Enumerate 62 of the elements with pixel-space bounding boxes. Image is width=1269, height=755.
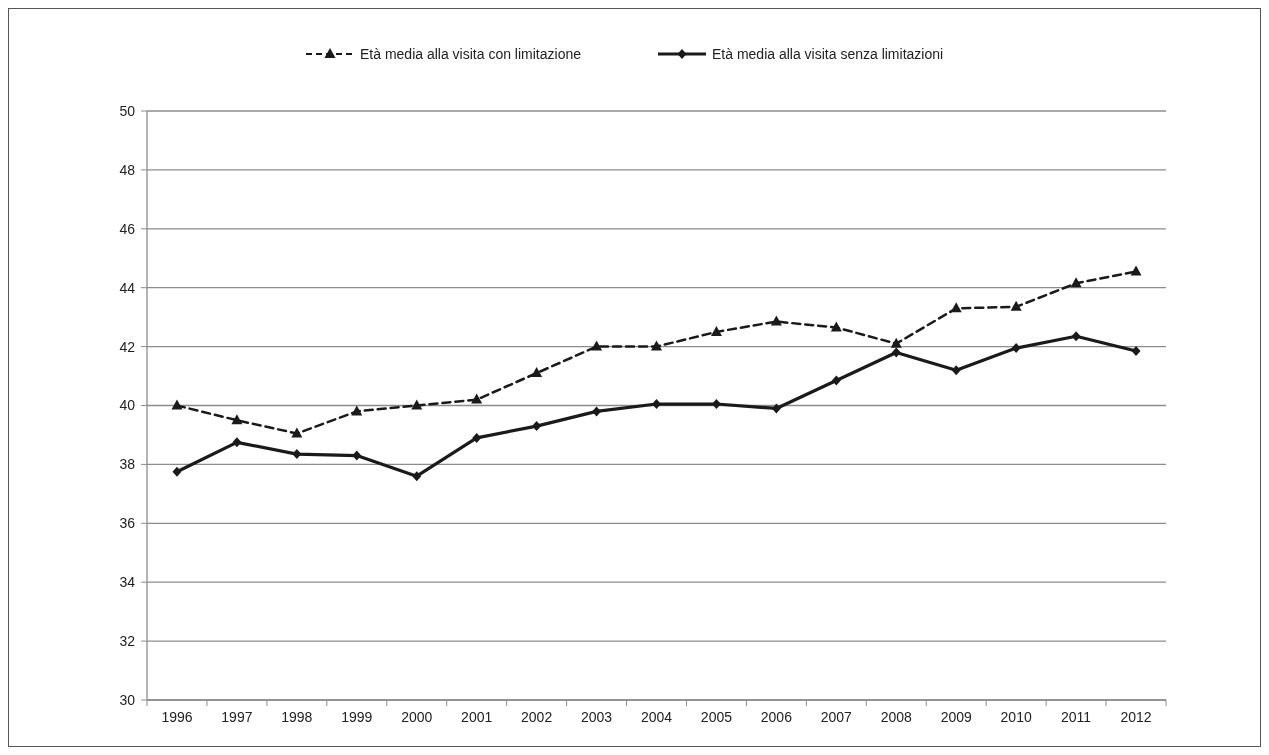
y-tick-label: 38 bbox=[119, 456, 136, 473]
point bbox=[232, 437, 242, 448]
point bbox=[592, 406, 602, 417]
point bbox=[1071, 331, 1081, 342]
point bbox=[412, 471, 422, 482]
x-tick-label: 1998 bbox=[281, 709, 313, 725]
point bbox=[471, 393, 483, 404]
y-tick-label: 40 bbox=[119, 397, 136, 414]
x-tick-label: 2007 bbox=[820, 709, 853, 725]
point bbox=[710, 325, 722, 336]
y-tick-label: 42 bbox=[119, 338, 136, 355]
point bbox=[472, 432, 482, 443]
point bbox=[291, 427, 303, 438]
point bbox=[1070, 277, 1082, 288]
x-tick-label: 2008 bbox=[880, 709, 913, 725]
point bbox=[890, 337, 902, 348]
point bbox=[891, 347, 901, 358]
y-tick-label: 32 bbox=[119, 633, 136, 649]
point bbox=[1010, 300, 1022, 311]
point bbox=[352, 450, 362, 461]
point bbox=[830, 321, 842, 332]
x-tick-label: 2006 bbox=[760, 709, 793, 725]
point bbox=[951, 365, 961, 376]
x-tick-label: 2003 bbox=[580, 709, 613, 725]
point bbox=[591, 340, 603, 351]
x-tick-label: 2010 bbox=[1000, 709, 1032, 725]
x-tick-label: 2002 bbox=[521, 709, 553, 725]
point bbox=[950, 302, 962, 313]
x-tick-label: 1997 bbox=[221, 709, 253, 725]
point bbox=[532, 421, 542, 432]
x-tick-label: 2005 bbox=[700, 709, 733, 725]
x-tick-label: 2012 bbox=[1120, 709, 1152, 725]
y-tick-label: 48 bbox=[119, 161, 136, 178]
point bbox=[831, 375, 841, 386]
x-tick-label: 1996 bbox=[161, 709, 193, 725]
y-tick-label: 44 bbox=[119, 279, 136, 296]
point bbox=[770, 315, 782, 326]
x-tick-label: 2009 bbox=[940, 709, 972, 725]
point bbox=[351, 405, 363, 416]
point bbox=[171, 399, 183, 410]
y-tick-label: 30 bbox=[119, 691, 136, 708]
point bbox=[1130, 265, 1142, 276]
point bbox=[292, 449, 302, 460]
point bbox=[1011, 343, 1021, 354]
point bbox=[411, 399, 423, 410]
x-tick-label: 2000 bbox=[401, 709, 433, 725]
point bbox=[652, 399, 661, 410]
point bbox=[531, 367, 543, 378]
y-tick-label: 36 bbox=[119, 515, 136, 532]
legend-label: Età media alla visita con limitazione bbox=[360, 45, 582, 62]
point bbox=[771, 403, 781, 414]
x-tick-label: 2004 bbox=[640, 709, 673, 725]
y-tick-label: 46 bbox=[119, 220, 136, 237]
x-tick-label: 2001 bbox=[461, 709, 493, 725]
point bbox=[651, 340, 662, 351]
legend-label: Età media alla visita senza limitazioni bbox=[712, 45, 944, 62]
x-tick-label: 2011 bbox=[1061, 709, 1092, 725]
y-tick-label: 34 bbox=[119, 574, 136, 591]
y-tick-label: 50 bbox=[119, 102, 136, 119]
point bbox=[231, 414, 243, 425]
point bbox=[172, 466, 182, 477]
x-tick-label: 1999 bbox=[341, 709, 373, 725]
